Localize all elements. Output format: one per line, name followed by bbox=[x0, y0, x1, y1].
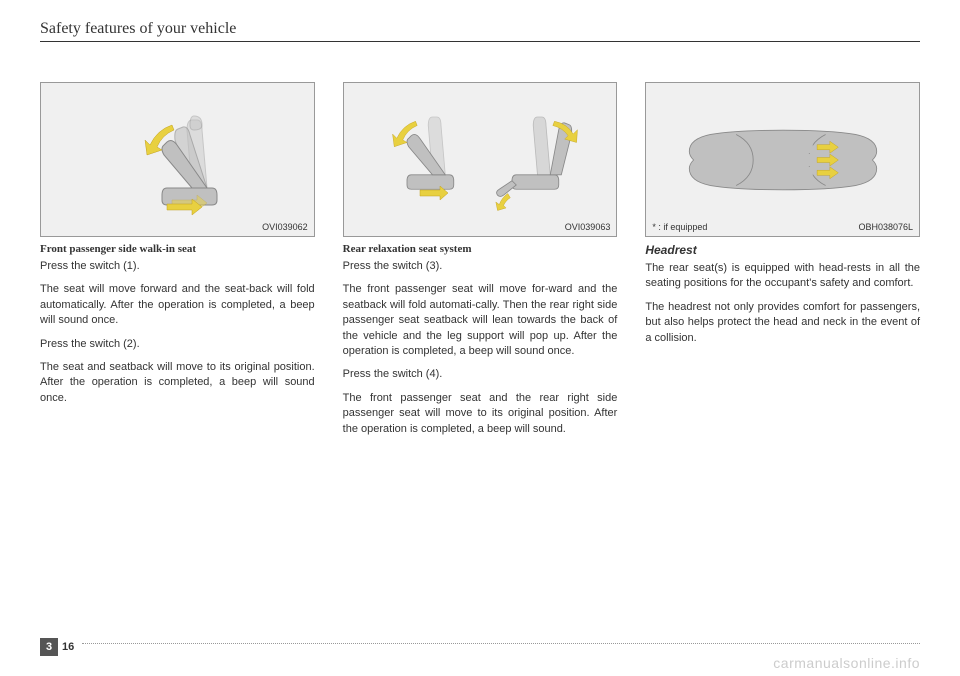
content-columns: OVI039062 Front passenger side walk-in s… bbox=[40, 82, 920, 445]
manual-page: Safety features of your vehicle bbox=[0, 0, 960, 676]
page-footer: 3 16 bbox=[40, 638, 920, 656]
column-headrest: * : if equipped OBH038076L Headrest The … bbox=[645, 82, 920, 445]
subheading-headrest: Headrest bbox=[645, 243, 920, 257]
body-text: The front passenger seat and the rear ri… bbox=[343, 391, 618, 437]
body-text: Press the switch (1). bbox=[40, 259, 315, 274]
column-relaxation-seat: OVI039063 Rear relaxation seat system Pr… bbox=[343, 82, 618, 445]
car-topview-icon bbox=[668, 90, 898, 230]
chapter-number: 3 bbox=[40, 638, 58, 656]
figure-headrest: * : if equipped OBH038076L bbox=[645, 82, 920, 237]
body-text: The seat will move forward and the seat-… bbox=[40, 282, 315, 328]
body-text: Press the switch (4). bbox=[343, 367, 618, 382]
body-text: The headrest not only provides comfort f… bbox=[645, 300, 920, 346]
body-text: The front passenger seat will move for-w… bbox=[343, 282, 618, 359]
figure-label: OVI039062 bbox=[262, 222, 308, 232]
footer-divider bbox=[82, 643, 920, 644]
body-text: The seat and seatback will move to its o… bbox=[40, 360, 315, 406]
figure-walkin-seat: OVI039062 bbox=[40, 82, 315, 237]
page-header: Safety features of your vehicle bbox=[40, 20, 920, 42]
seat-folding-icon bbox=[62, 90, 292, 230]
subheading-walkin: Front passenger side walk-in seat bbox=[40, 243, 315, 255]
figure-relaxation-seat: OVI039063 bbox=[343, 82, 618, 237]
column-walkin-seat: OVI039062 Front passenger side walk-in s… bbox=[40, 82, 315, 445]
page-number: 16 bbox=[62, 641, 74, 653]
body-text: Press the switch (3). bbox=[343, 259, 618, 274]
watermark: carmanualsonline.info bbox=[773, 655, 920, 671]
body-text: The rear seat(s) is equipped with head-r… bbox=[645, 261, 920, 292]
figure-note: * : if equipped bbox=[652, 222, 707, 232]
figure-label: OBH038076L bbox=[858, 222, 913, 232]
body-text: Press the switch (2). bbox=[40, 337, 315, 352]
section-title: Safety features of your vehicle bbox=[40, 20, 920, 38]
figure-label: OVI039063 bbox=[565, 222, 611, 232]
subheading-relaxation: Rear relaxation seat system bbox=[343, 243, 618, 255]
dual-seat-icon bbox=[365, 90, 595, 230]
